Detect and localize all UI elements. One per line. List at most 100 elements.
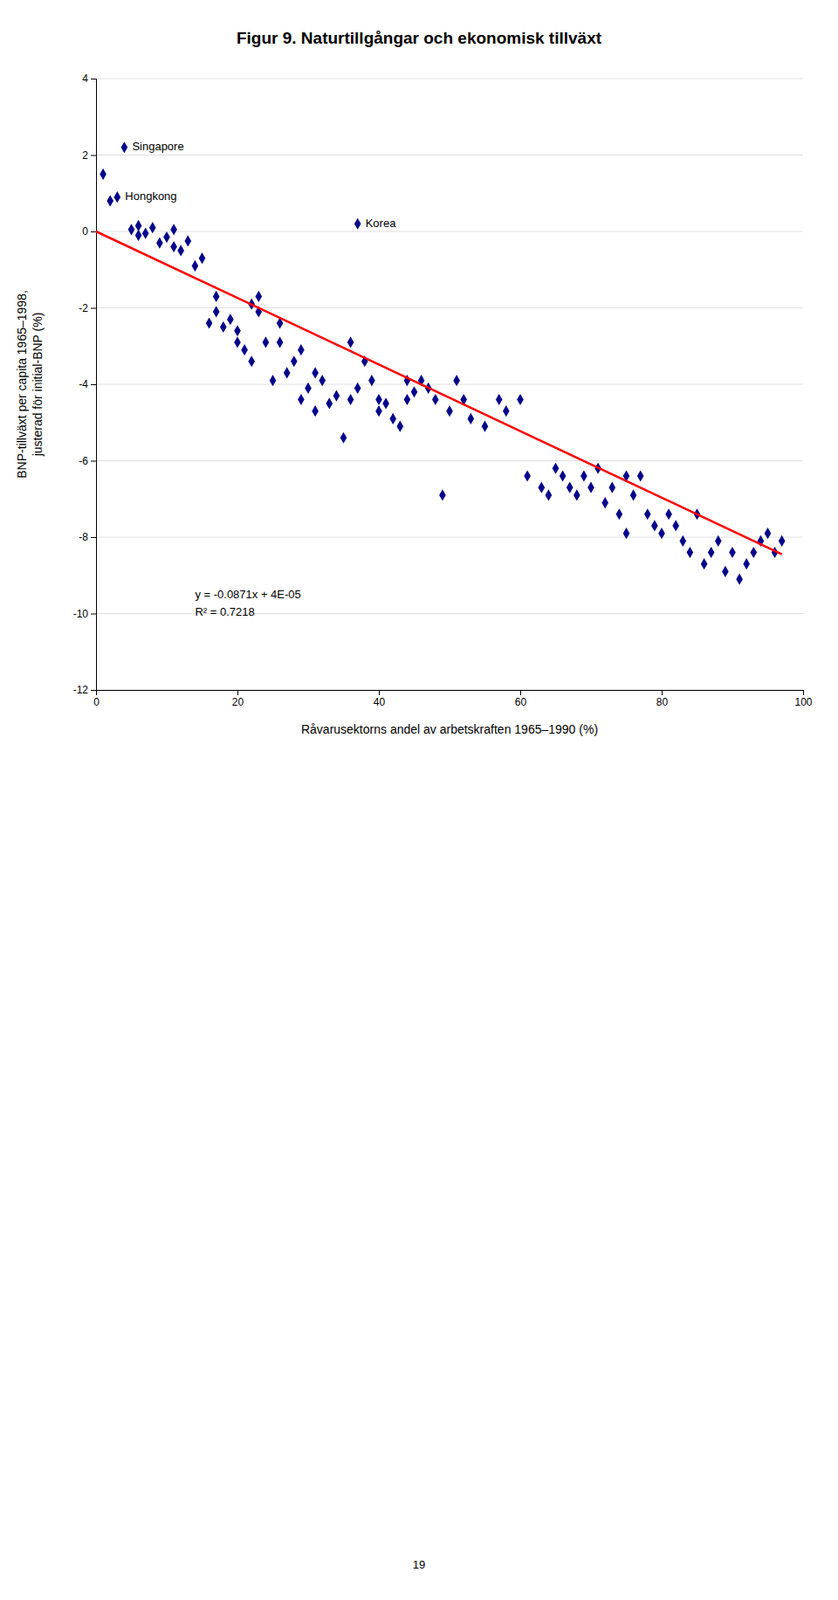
tick-mark [803,689,804,695]
tick: 60 [515,689,528,708]
scatter-point [311,366,319,378]
scatter-point [728,546,736,558]
scatter-point [199,252,207,264]
tick-mark [237,689,239,695]
scatter-point [714,535,722,547]
grid-line [96,154,804,156]
tick-label: -8 [78,530,89,543]
scatter-point [573,488,581,501]
x-axis-label: Råvarusektorns andel av arbetskraften 19… [301,721,598,736]
scatter-point [212,290,220,303]
scatter-point [439,488,447,501]
scatter-point [389,412,397,425]
scatter-point [742,557,750,570]
scatter-point [432,393,440,406]
scatter-point [368,374,376,386]
scatter-point [580,469,588,481]
y-axis-label-line: justerad för initial-BNP (%) [30,312,45,458]
scatter-point [326,397,334,409]
tick-label: 80 [656,695,669,708]
scatter-point [750,546,758,558]
scatter-point [735,573,743,585]
scatter-point [665,508,673,520]
tick-label: 40 [373,695,386,708]
scatter-point [156,237,164,249]
scatter-point [382,397,390,409]
scatter-point [262,336,270,348]
plot-area: 020406080100420-2-4-6-8-10-12SingaporeHo… [73,72,813,708]
tick-mark [90,231,97,233]
scatter-point [516,393,524,406]
scatter-point [311,405,319,417]
tick: -12 [73,683,97,696]
scatter-point [446,405,454,417]
tick-mark [90,460,97,462]
scatter-point [467,412,475,425]
annotation: y = -0.0871x + 4E-05 [194,587,301,601]
trend-line [96,231,783,555]
scatter-point [269,374,277,386]
tick: 0 [82,225,97,238]
tick-label: 60 [515,695,528,708]
scatter-point [397,420,405,433]
tick-mark [90,536,97,538]
scatter-point [601,496,609,509]
scatter-point [721,565,729,577]
grid-line [96,460,804,461]
grid-line [96,536,804,538]
scatter-point [333,390,341,402]
scatter-point [375,393,383,406]
y-axis: 420-2-4-6-8-10-12 [73,72,97,696]
scatter-point [453,374,461,386]
scatter-point [538,481,546,494]
tick-label: -12 [73,683,90,696]
tick: -8 [78,530,97,543]
tick-mark [90,78,97,80]
tick-label: 2 [82,149,89,162]
tick-mark [90,308,97,310]
scatter-point [686,546,694,558]
scatter-point [206,316,213,329]
scatter-point [283,366,291,378]
scatter-point [142,227,150,240]
scatter-point [523,469,531,481]
scatter-point [644,508,652,520]
scatter-point [170,240,178,253]
scatter-point [545,488,553,501]
scatter-point [658,527,666,539]
tick-label: -10 [73,607,90,620]
scatter-point [559,469,567,481]
scatter-point [651,519,659,531]
scatter-point [354,218,362,230]
scatter-point [290,355,298,367]
scatter-point [276,336,284,348]
scatter-point [502,405,510,417]
tick: 20 [232,689,245,708]
scatter-point [247,355,255,367]
scatter-point [707,546,715,558]
tick-label: 20 [232,695,245,708]
tick-mark [90,155,97,157]
chart: Figur 9. Naturtillgångar och ekonomisk t… [0,0,838,1600]
scatter-point [347,336,355,348]
tick: 4 [82,72,97,85]
axis-line [96,690,804,696]
scatter-point [637,469,645,481]
scatter-point [99,168,107,180]
tick: -2 [78,302,97,315]
scatter-point [149,221,157,234]
scatter-point [495,393,503,406]
tick-label: -2 [78,302,89,315]
scatter-point [240,343,248,356]
scatter-point [233,336,241,348]
tick-label: -6 [78,454,89,468]
tick-label: 0 [93,695,100,708]
scatter-point [587,481,595,494]
tick-label: 0 [82,225,89,238]
scatter-point [226,313,234,325]
scatter-point [255,290,263,303]
scatter-point [566,481,574,494]
scatter-series [99,141,785,585]
tick: 80 [656,689,669,708]
scatter-point [404,393,412,406]
